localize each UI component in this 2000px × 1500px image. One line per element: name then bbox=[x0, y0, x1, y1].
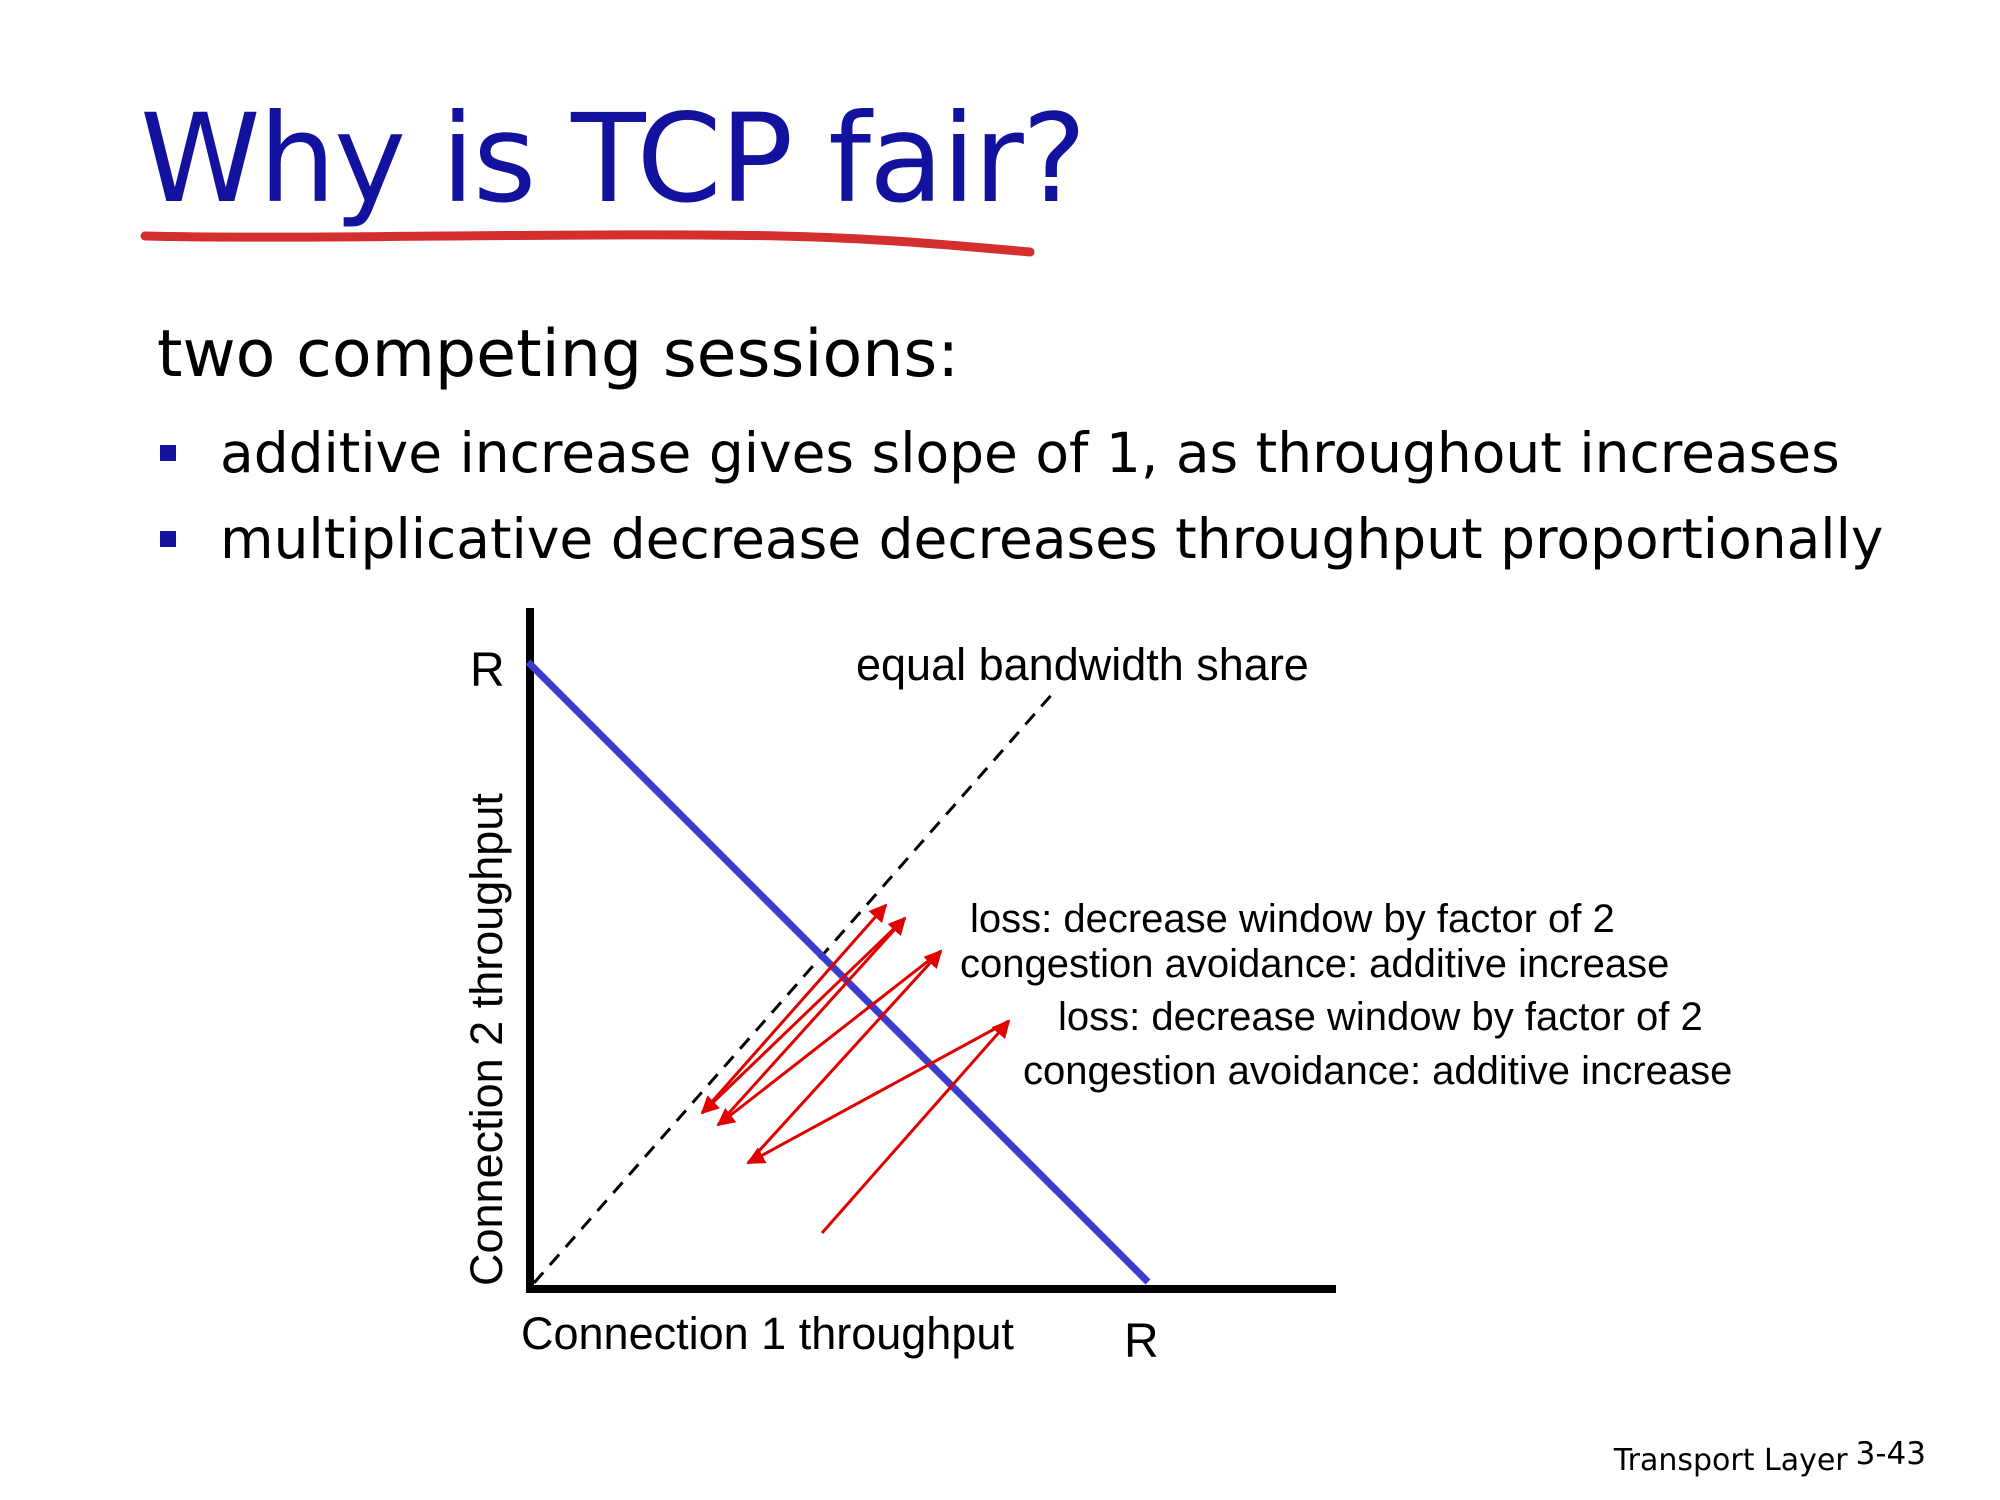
capacity-line bbox=[525, 659, 1151, 1285]
title-underline bbox=[140, 230, 1035, 257]
square-bullet-icon bbox=[160, 445, 176, 461]
annotation-ca-2: congestion avoidance: additive increase bbox=[1023, 1049, 1732, 1093]
trajectory-arrow bbox=[820, 1019, 1011, 1234]
page-number: 3-43 bbox=[1855, 1436, 1926, 1472]
footer-label: Transport Layer bbox=[1613, 1443, 1848, 1478]
trajectory-arrow bbox=[746, 1019, 1010, 1165]
bullet-item: multiplicative decrease decreases throug… bbox=[160, 496, 1883, 582]
trajectory-arrow bbox=[716, 949, 942, 1127]
x-axis-label: Connection 1 throughput bbox=[521, 1308, 1014, 1359]
slide-footer: Transport Layer 3-43 bbox=[1613, 1436, 1926, 1478]
equal-share-line bbox=[532, 691, 1056, 1284]
annotation-loss-1: loss: decrease window by factor of 2 bbox=[970, 897, 1615, 941]
subtitle: two competing sessions: bbox=[157, 317, 960, 392]
equal-share-label: equal bandwidth share bbox=[856, 639, 1309, 690]
slide-title: Why is TCP fair? bbox=[140, 88, 1087, 230]
y-axis-label: Connection 2 throughput bbox=[461, 793, 512, 1286]
bullet-item: additive increase gives slope of 1, as t… bbox=[160, 410, 1883, 496]
trajectory-arrow bbox=[700, 916, 907, 1115]
x-max-label: R bbox=[1124, 1315, 1159, 1368]
y-max-label: R bbox=[470, 644, 505, 697]
annotation-ca-1: congestion avoidance: additive increase bbox=[960, 942, 1669, 986]
bullet-text: additive increase gives slope of 1, as t… bbox=[220, 421, 1840, 485]
trajectory-arrow bbox=[716, 916, 907, 1127]
trajectory-arrow bbox=[746, 949, 943, 1165]
bullet-text: multiplicative decrease decreases throug… bbox=[220, 507, 1884, 571]
annotation-loss-2: loss: decrease window by factor of 2 bbox=[1058, 995, 1703, 1039]
square-bullet-icon bbox=[160, 531, 176, 547]
trajectory-arrow bbox=[700, 903, 888, 1114]
bullet-list: additive increase gives slope of 1, as t… bbox=[160, 410, 1883, 582]
